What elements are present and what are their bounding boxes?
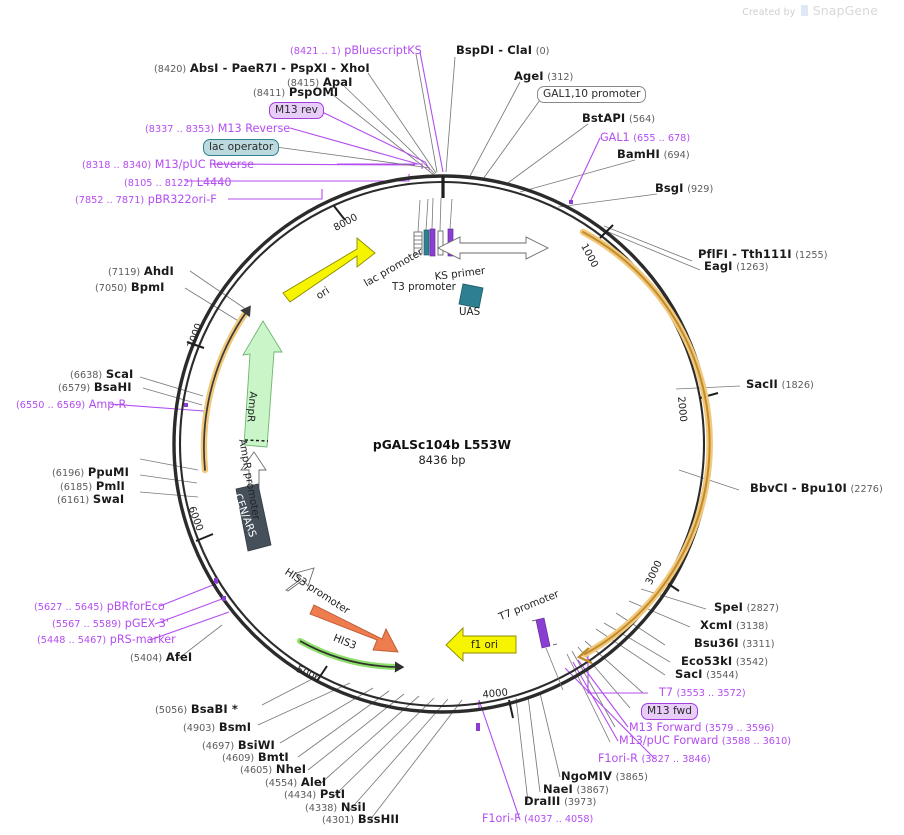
label-bsshii[interactable]: (4301) BssHII xyxy=(322,812,400,826)
label-xcmi[interactable]: XcmI (3138) xyxy=(700,618,769,632)
feature-label-t3-promoter: T3 promoter xyxy=(392,281,456,293)
label-nsii[interactable]: (4338) NsiI xyxy=(305,800,366,814)
plasmid-size: 8436 bp xyxy=(418,453,466,467)
label-pspomi[interactable]: (8411) PspOMI xyxy=(253,85,339,99)
label-agei[interactable]: AgeI (312) xyxy=(514,69,574,83)
feature-f1-ori-shape xyxy=(445,626,517,663)
feature-t7-promoter-shape xyxy=(531,617,564,691)
chip-m13-rev[interactable]: M13 rev xyxy=(269,102,324,119)
label-l4440[interactable]: (8105 .. 8122) L4440 xyxy=(124,176,232,189)
label-pmli[interactable]: (6185) PmlI xyxy=(60,479,125,493)
label-swai[interactable]: (6161) SwaI xyxy=(57,492,125,506)
label-bsiwi[interactable]: (4697) BsiWI xyxy=(202,738,275,752)
label-bstapi[interactable]: BstAPI (564) xyxy=(582,111,656,125)
label-pbrforeco[interactable]: (5627 .. 5645) pBRforEco xyxy=(34,600,165,613)
feature-ampr-shape xyxy=(242,320,283,448)
label-eco53ki[interactable]: Eco53kI (3542) xyxy=(681,654,769,668)
feature-label-f1-ori: f1 ori xyxy=(471,639,498,651)
label-apai[interactable]: (8415) ApaI xyxy=(287,75,353,89)
chip-m13-fwd[interactable]: M13 fwd xyxy=(641,703,698,720)
watermark-brand: SnapGene xyxy=(812,3,878,18)
feature-mcs-cluster-shape xyxy=(413,197,550,260)
label-pbr322ori-f[interactable]: (7852 .. 7871) pBR322ori-F xyxy=(75,193,217,206)
label-f1ori-r[interactable]: F1ori-R (3827 .. 3846) xyxy=(598,752,711,765)
feature-ori-shape xyxy=(282,237,376,303)
snapgene-watermark: Created by SnapGene xyxy=(742,3,878,18)
axis-tick-2000: 2000 xyxy=(675,396,689,423)
chip-gal1-10-promoter[interactable]: GAL1,10 promoter xyxy=(537,86,647,103)
label-bsmi[interactable]: (4903) BsmI xyxy=(183,720,252,734)
label-ppumi[interactable]: (6196) PpuMI xyxy=(52,465,129,479)
feature-uas-shape xyxy=(458,283,484,309)
label-bsahi[interactable]: (6579) BsaHI xyxy=(58,380,132,394)
label-naei[interactable]: NaeI (3867) xyxy=(543,782,609,796)
label-ngomiv[interactable]: NgoMIV (3865) xyxy=(561,769,648,783)
label-draiii[interactable]: DraIII (3973) xyxy=(524,794,597,808)
label-bpmi[interactable]: (7050) BpmI xyxy=(95,280,165,294)
label-amp-r[interactable]: (6550 .. 6569) Amp-R xyxy=(16,398,127,411)
label-spei[interactable]: SpeI (2827) xyxy=(714,600,779,614)
label-m13-puc-reverse[interactable]: (8318 .. 8340) M13/pUC Reverse xyxy=(82,158,255,171)
label-t7[interactable]: T7 (3553 .. 3572) xyxy=(659,686,746,699)
label-pflfi-tth111i[interactable]: PflFI - Tth111I (1255) xyxy=(698,247,828,261)
label-m13-forward[interactable]: M13 Forward (3579 .. 3596) xyxy=(629,721,775,734)
watermark-prefix: Created by xyxy=(742,7,796,18)
label-nhei[interactable]: (4605) NheI xyxy=(240,762,307,776)
feature-cen-ars-shape xyxy=(235,483,272,552)
feature-his3-promoter-shape xyxy=(285,567,315,592)
label-bbvci-bpu10i[interactable]: BbvCI - Bpu10I (2276) xyxy=(750,481,883,495)
feature-label-uas: UAS xyxy=(459,306,481,318)
label-afei[interactable]: (5404) AfeI xyxy=(130,650,193,664)
label-m13-reverse[interactable]: (8337 .. 8353) M13 Reverse xyxy=(145,122,291,135)
label-saci[interactable]: SacI (3544) xyxy=(675,667,739,681)
feature-ampr-promoter-shape xyxy=(240,451,267,488)
label-bsgi[interactable]: BsgI (929) xyxy=(655,181,714,195)
label-bsabi[interactable]: (5056) BsaBI * xyxy=(155,702,239,716)
chip-lac-operator[interactable]: lac operator xyxy=(203,139,280,156)
label-sacii[interactable]: SacII (1826) xyxy=(746,377,814,391)
label-absi-paer7i-pspxi-xhoi[interactable]: (8420) AbsI - PaeR7I - PspXI - XhoI xyxy=(154,61,370,75)
label-bamhi[interactable]: BamHI (694) xyxy=(617,147,690,161)
label-alei[interactable]: (4554) AleI xyxy=(265,775,327,789)
label-pgex-3[interactable]: (5567 .. 5589) pGEX 3' xyxy=(52,617,170,630)
label-m13-puc-forward[interactable]: M13/pUC Forward (3588 .. 3610) xyxy=(619,734,792,747)
plasmid-name: pGALSc104b L553W xyxy=(372,438,512,452)
label-eagi[interactable]: EagI (1263) xyxy=(704,259,769,273)
snapgene-logo-icon xyxy=(800,5,808,16)
label-f1ori-f[interactable]: F1ori-F (4037 .. 4058) xyxy=(482,812,594,825)
label-scai[interactable]: (6638) ScaI xyxy=(70,367,134,381)
label-bsu36i[interactable]: Bsu36I (3311) xyxy=(694,636,775,650)
label-pbluescriptks[interactable]: (8421 .. 1) pBluescriptKS xyxy=(290,44,422,57)
label-bmti[interactable]: (4609) BmtI xyxy=(222,750,289,764)
label-psti[interactable]: (4434) PstI xyxy=(284,787,346,801)
feature-his3-shape xyxy=(309,604,399,653)
label-bspdi-clai[interactable]: BspDI - ClaI (0) xyxy=(456,43,550,57)
label-gal1[interactable]: GAL1 (655 .. 678) xyxy=(600,131,691,144)
label-prs-marker[interactable]: (5448 .. 5467) pRS-marker xyxy=(37,633,176,646)
label-ahdi[interactable]: (7119) AhdI xyxy=(108,264,174,278)
